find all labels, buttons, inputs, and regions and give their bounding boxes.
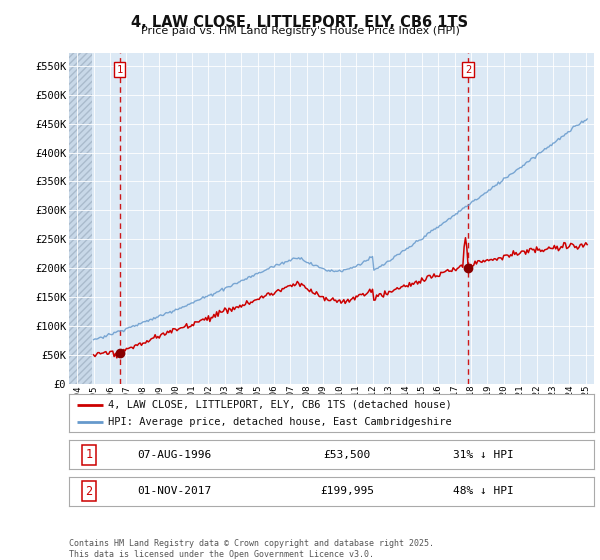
Text: 2: 2 (465, 65, 471, 75)
Text: 01-NOV-2017: 01-NOV-2017 (137, 486, 211, 496)
Text: 31% ↓ HPI: 31% ↓ HPI (454, 450, 514, 460)
Text: 1: 1 (116, 65, 122, 75)
Text: Price paid vs. HM Land Registry's House Price Index (HPI): Price paid vs. HM Land Registry's House … (140, 26, 460, 36)
Text: 4, LAW CLOSE, LITTLEPORT, ELY, CB6 1TS: 4, LAW CLOSE, LITTLEPORT, ELY, CB6 1TS (131, 15, 469, 30)
Text: 48% ↓ HPI: 48% ↓ HPI (454, 486, 514, 496)
Text: HPI: Average price, detached house, East Cambridgeshire: HPI: Average price, detached house, East… (109, 417, 452, 427)
Text: £199,995: £199,995 (320, 486, 374, 496)
Text: 2: 2 (85, 484, 92, 498)
Text: £53,500: £53,500 (323, 450, 371, 460)
Text: 07-AUG-1996: 07-AUG-1996 (137, 450, 211, 460)
Text: 4, LAW CLOSE, LITTLEPORT, ELY, CB6 1TS (detached house): 4, LAW CLOSE, LITTLEPORT, ELY, CB6 1TS (… (109, 400, 452, 410)
Text: 1: 1 (85, 448, 92, 461)
Text: Contains HM Land Registry data © Crown copyright and database right 2025.
This d: Contains HM Land Registry data © Crown c… (69, 539, 434, 559)
